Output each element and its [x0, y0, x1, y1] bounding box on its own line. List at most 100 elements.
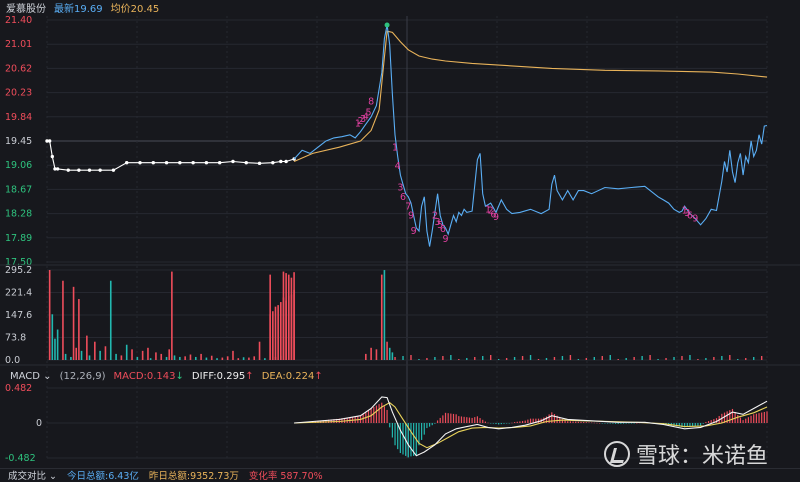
volume-bar: [221, 357, 224, 360]
macd-histogram-bar: [591, 422, 593, 424]
macd-histogram-bar: [564, 420, 566, 423]
stock-name[interactable]: 爱慕股份: [6, 4, 46, 15]
volume-bar: [173, 355, 176, 360]
trade-marker: 9: [408, 211, 414, 222]
macd-histogram-bar: [468, 417, 471, 423]
trade-marker: 2: [357, 116, 363, 127]
volume-bar: [99, 350, 101, 360]
macd-histogram-bar: [482, 419, 484, 423]
volume-bar: [617, 359, 619, 360]
macd-histogram-bar: [397, 423, 399, 450]
price-tick-label: 17.50: [5, 257, 32, 268]
price-point: [138, 161, 142, 165]
volume-bar: [388, 347, 391, 360]
macd-histogram-bar: [614, 423, 617, 424]
volume-bar: [200, 353, 202, 360]
price-line-segment: [47, 140, 295, 171]
chevron-down-icon[interactable]: ⌄: [43, 370, 52, 382]
volume-bar: [689, 355, 691, 360]
yesterday-total: 昨日总额:9352.73万: [148, 470, 239, 482]
trade-marker: 6: [400, 192, 406, 203]
volume-bar: [242, 357, 245, 360]
volume-bar: [125, 344, 128, 360]
volume-bar: [593, 357, 596, 360]
volume-bar: [383, 270, 386, 360]
macd-histogram-bar: [527, 419, 529, 423]
macd-histogram-bar: [569, 421, 571, 423]
volume-bar: [168, 349, 171, 360]
price-tick-label: 19.06: [5, 160, 32, 171]
volume-bar: [641, 356, 643, 360]
macd-tick-label: -0.482: [5, 453, 36, 464]
macd-histogram-bar: [434, 423, 436, 424]
macd-histogram-bar: [476, 416, 479, 423]
macd-histogram-bar: [466, 417, 468, 423]
volume-bar: [72, 286, 75, 360]
macd-histogram-bar: [383, 406, 386, 423]
volume-bar: [365, 353, 367, 360]
diff-line: [294, 396, 768, 457]
compare-select[interactable]: 成交对比 ⌄: [8, 470, 58, 482]
macd-histogram-bar: [487, 422, 489, 424]
arrow-up-icon: ↑: [245, 370, 254, 382]
macd-histogram-bar: [567, 421, 569, 423]
price-point: [244, 161, 248, 165]
trade-marker: 3: [397, 183, 403, 194]
volume-bar: [141, 350, 144, 360]
volume-bar: [179, 356, 181, 360]
volume-bar: [80, 350, 83, 360]
macd-indicator-select[interactable]: MACD ⌄: [10, 370, 52, 382]
volume-bar: [418, 359, 420, 360]
macd-histogram-bar: [739, 417, 742, 423]
volume-bar: [264, 358, 266, 360]
macd-histogram-bar: [572, 421, 574, 423]
volume-bar: [48, 270, 51, 360]
macd-histogram-bar: [447, 413, 449, 423]
volume-bar: [86, 335, 88, 360]
macd-histogram-bar: [460, 416, 463, 423]
volume-bar: [729, 355, 731, 360]
macd-histogram-bar: [633, 423, 635, 424]
macd-histogram-bar: [543, 417, 545, 423]
volume-bar: [434, 357, 436, 360]
volume-bar: [657, 359, 659, 360]
macd-histogram-bar: [551, 412, 553, 423]
volume-bar: [75, 347, 78, 360]
volume-bar: [737, 359, 739, 360]
macd-histogram-bar: [604, 423, 606, 424]
macd-histogram-bar: [684, 423, 686, 428]
price-point: [55, 167, 60, 171]
chevron-down-icon[interactable]: ⌄: [49, 470, 58, 482]
macd-histogram-bar: [495, 423, 497, 425]
macd-histogram-bar: [444, 412, 447, 423]
volume-bar: [529, 355, 532, 360]
price-point: [231, 159, 235, 164]
macd-histogram-bar: [407, 423, 409, 458]
macd-histogram-bar: [713, 419, 715, 423]
price-point: [66, 168, 70, 172]
volume-bar: [380, 274, 383, 360]
volume-bar: [450, 355, 452, 360]
price-point: [45, 139, 49, 143]
price-point: [151, 161, 155, 165]
macd-histogram-bar: [715, 418, 718, 423]
volume-bar: [553, 357, 556, 360]
macd-histogram-bar: [599, 423, 601, 424]
volume-bar: [537, 359, 540, 360]
macd-histogram-bar: [601, 423, 603, 424]
macd-histogram-bar: [636, 423, 638, 424]
volume-bar: [375, 349, 378, 360]
macd-histogram-bar: [386, 409, 388, 423]
volume-bar: [171, 271, 173, 360]
macd-histogram-bar: [463, 416, 465, 423]
volume-bar: [285, 300, 287, 360]
trade-marker: 7: [405, 201, 411, 212]
volume-bar: [184, 356, 186, 360]
volume-bar: [120, 355, 123, 360]
volume-bar: [94, 341, 96, 360]
macd-histogram-bar: [389, 423, 391, 428]
price-point: [77, 168, 81, 172]
volume-tick-label: 73.8: [5, 333, 26, 344]
today-total: 今日总额:6.43亿: [67, 470, 139, 482]
